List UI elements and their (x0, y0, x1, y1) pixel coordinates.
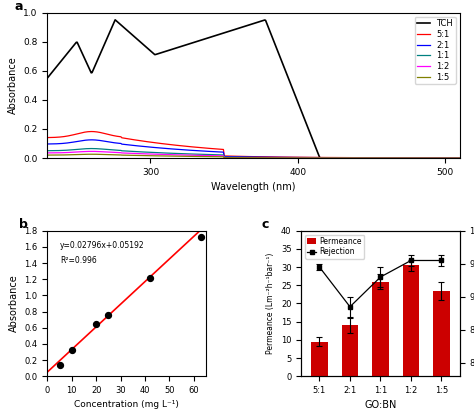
5:1 (448, 155, 454, 161)
1:1 (241, 155, 247, 160)
1:5 (88, 152, 94, 157)
Line: TCH: TCH (47, 20, 460, 158)
1:5 (244, 155, 249, 160)
1:1 (268, 155, 274, 160)
Y-axis label: Absorbance: Absorbance (8, 56, 18, 114)
Bar (372, 282, 389, 376)
Point (68, 347, 75, 354)
Point (92, 321, 100, 328)
TCH (317, 155, 323, 161)
1:2 (291, 155, 297, 161)
TCH (457, 155, 463, 161)
1:1 (88, 146, 94, 151)
5:1 (457, 155, 463, 161)
1:5 (268, 155, 274, 161)
1:5 (241, 155, 247, 160)
2:1 (457, 155, 463, 161)
X-axis label: Concentration (mg L⁻¹): Concentration (mg L⁻¹) (74, 400, 179, 410)
Line: 2:1: 2:1 (47, 140, 460, 158)
1:1 (45, 148, 50, 153)
TCH (45, 76, 50, 81)
TCH (112, 17, 118, 22)
1:5 (291, 155, 297, 161)
Point (105, 311, 112, 318)
5:1 (291, 155, 297, 160)
1:2 (457, 155, 463, 161)
1:5 (457, 155, 463, 161)
Bar (433, 291, 450, 376)
5:1 (45, 135, 50, 140)
1:2 (88, 149, 94, 154)
1:2 (448, 155, 454, 161)
Line: 5:1: 5:1 (47, 132, 460, 158)
2:1 (241, 154, 247, 159)
TCH (268, 33, 274, 38)
1:1 (448, 155, 454, 161)
Point (197, 234, 205, 240)
Bar (311, 342, 328, 376)
1:5 (383, 155, 389, 161)
Point (146, 274, 154, 281)
Line: 1:1: 1:1 (47, 148, 460, 158)
Y-axis label: Permeance (Lm⁻²h⁻¹bar⁻¹): Permeance (Lm⁻²h⁻¹bar⁻¹) (266, 253, 275, 354)
2:1 (45, 141, 50, 146)
2:1 (383, 155, 389, 161)
5:1 (241, 154, 247, 159)
Point (56, 362, 64, 368)
Legend: Permeance, Rejection: Permeance, Rejection (305, 234, 365, 259)
5:1 (244, 154, 249, 159)
Bar (342, 325, 358, 376)
1:5 (448, 155, 454, 161)
Y-axis label: Absorbance: Absorbance (9, 275, 19, 332)
1:1 (291, 155, 297, 160)
1:1 (457, 155, 463, 161)
Line: 1:5: 1:5 (47, 154, 460, 158)
1:2 (383, 155, 389, 161)
X-axis label: Wavelength (nm): Wavelength (nm) (211, 182, 296, 192)
2:1 (291, 155, 297, 160)
2:1 (244, 155, 249, 160)
TCH (291, 89, 297, 94)
1:1 (244, 155, 249, 160)
1:1 (383, 155, 389, 161)
TCH (241, 24, 247, 29)
TCH (384, 155, 390, 161)
Text: c: c (262, 218, 269, 231)
TCH (244, 23, 249, 28)
1:5 (45, 153, 50, 158)
5:1 (383, 155, 389, 160)
X-axis label: GO:BN: GO:BN (365, 400, 397, 410)
2:1 (268, 155, 274, 160)
2:1 (448, 155, 454, 161)
1:2 (241, 155, 247, 160)
Legend: TCH, 5:1, 2:1, 1:1, 1:2, 1:5: TCH, 5:1, 2:1, 1:1, 1:2, 1:5 (415, 17, 456, 84)
1:2 (244, 155, 249, 160)
Line: 1:2: 1:2 (47, 151, 460, 158)
Bar (402, 265, 419, 376)
Text: R²=0.996: R²=0.996 (60, 256, 97, 265)
Text: a: a (14, 0, 23, 13)
1:2 (268, 155, 274, 160)
5:1 (268, 154, 274, 159)
1:2 (45, 150, 50, 155)
Text: y=0.02796x+0.05192: y=0.02796x+0.05192 (60, 241, 145, 250)
Text: b: b (19, 218, 27, 231)
5:1 (88, 129, 94, 134)
TCH (449, 155, 455, 161)
2:1 (88, 138, 94, 143)
